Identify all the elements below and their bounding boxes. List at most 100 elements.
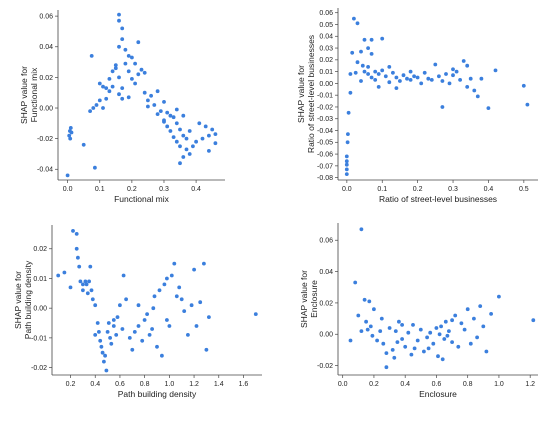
scatter-point (359, 329, 364, 333)
scatter-point (406, 330, 411, 335)
scatter-point (65, 173, 70, 178)
scatter-point (106, 321, 111, 325)
x-tick-label: 0.0 (63, 186, 73, 193)
scatter-point (117, 18, 121, 23)
y-axis-label-line: Enclosure (309, 280, 319, 318)
chart-panel-enclosure: 0.0 0.2 0.4 0.6 0.8 1.0 1.2 -0.02 0.00 0.02 0.04 0.… (299, 223, 538, 399)
scatter-point (97, 98, 102, 103)
y-axis-label: SHAP value forEnclosure (299, 270, 319, 328)
scatter-point (344, 154, 349, 159)
scatter-point (74, 232, 79, 236)
scatter-point (168, 129, 173, 133)
scatter-point (422, 70, 427, 75)
x-tick-label: 0.8 (140, 381, 150, 388)
scatter-point (140, 338, 145, 343)
scatter-point (117, 75, 121, 80)
scatter-point (384, 365, 389, 370)
scatter-point (69, 130, 74, 135)
scatter-point (132, 330, 137, 334)
scatter-point (395, 340, 400, 344)
x-tick-label: 1.2 (189, 381, 199, 388)
scatter-point (387, 326, 392, 330)
scatter-point (162, 282, 167, 287)
scatter-point (472, 316, 476, 321)
scatter-point (442, 337, 447, 341)
scatter-point (186, 333, 190, 337)
scatter-point (147, 333, 152, 337)
scatter-point (390, 348, 395, 352)
scatter-point (383, 74, 388, 79)
scatter-point (130, 55, 134, 60)
scatter-point (484, 349, 489, 354)
scatter-point (392, 355, 397, 360)
x-axis-label: Enclosure (419, 389, 457, 399)
scatter-point (369, 75, 374, 80)
y-tick-label: -0.03 (317, 116, 333, 123)
scatter-point (447, 329, 451, 333)
scatter-point (120, 37, 125, 41)
scatter-point (88, 264, 93, 269)
scatter-point (387, 80, 392, 85)
y-tick-label: 0.04 (319, 269, 333, 276)
scatter-point (179, 297, 184, 302)
scatter-point (184, 147, 189, 152)
scatter-point (130, 347, 135, 352)
scatter-point (362, 69, 367, 74)
scatter-point (459, 321, 464, 326)
x-tick-label: 0.4 (400, 381, 410, 388)
scatter-point (451, 67, 455, 72)
scatter-point (348, 338, 353, 343)
scatter-point (123, 61, 128, 66)
scatter-point (345, 140, 350, 145)
scatter-point (101, 106, 105, 110)
scatter-point (76, 255, 80, 260)
scatter-point (465, 307, 470, 312)
scatter-point (415, 75, 420, 80)
scatter-point (465, 63, 470, 68)
scatter-point (168, 113, 173, 118)
scatter-point (130, 77, 134, 81)
scatter-point (67, 133, 72, 138)
x-tick-label: 0.4 (191, 186, 201, 193)
scatter-point (136, 40, 141, 45)
scatter-point (184, 136, 189, 141)
scatter-point (169, 273, 174, 278)
scatter-point (127, 336, 132, 340)
scatter-point (150, 327, 155, 331)
scatter-point (123, 47, 128, 52)
y-tick-label: 0.00 (33, 306, 47, 313)
x-tick-label: 0.3 (159, 186, 169, 193)
scatter-point (453, 313, 458, 318)
scatter-point (350, 50, 355, 55)
scatter-point (95, 321, 100, 325)
scatter-point (77, 264, 82, 269)
scatter-point (189, 303, 194, 308)
y-axis-label: SHAP value forFunctional mix (19, 66, 39, 124)
scatter-point (364, 319, 368, 324)
scatter-point (369, 37, 374, 42)
scatter-point (103, 353, 107, 358)
scatter-point (111, 318, 116, 322)
scatter-point (93, 333, 98, 337)
scatter-point (62, 270, 67, 275)
scatter-point (194, 324, 199, 328)
scatter-point (213, 141, 218, 146)
scatter-point (133, 61, 138, 66)
y-axis-label-line: Path building density (23, 260, 33, 339)
x-tick-label: 0.3 (448, 186, 458, 193)
y-tick-label: 0.05 (319, 22, 333, 29)
scatter-point (198, 300, 203, 305)
scatter-point (187, 129, 192, 133)
scatter-point (365, 327, 370, 332)
y-tick-label: -0.04 (37, 167, 53, 174)
scatter-point (373, 69, 378, 74)
scatter-point (178, 144, 182, 149)
scatter-point (118, 303, 122, 308)
scatter-point (142, 318, 147, 322)
scatter-point (475, 94, 480, 99)
scatter-point (369, 52, 374, 56)
scatter-point (415, 338, 420, 343)
scatter-point (126, 69, 131, 74)
scatter-point (113, 63, 118, 67)
scatter-point (152, 103, 157, 107)
